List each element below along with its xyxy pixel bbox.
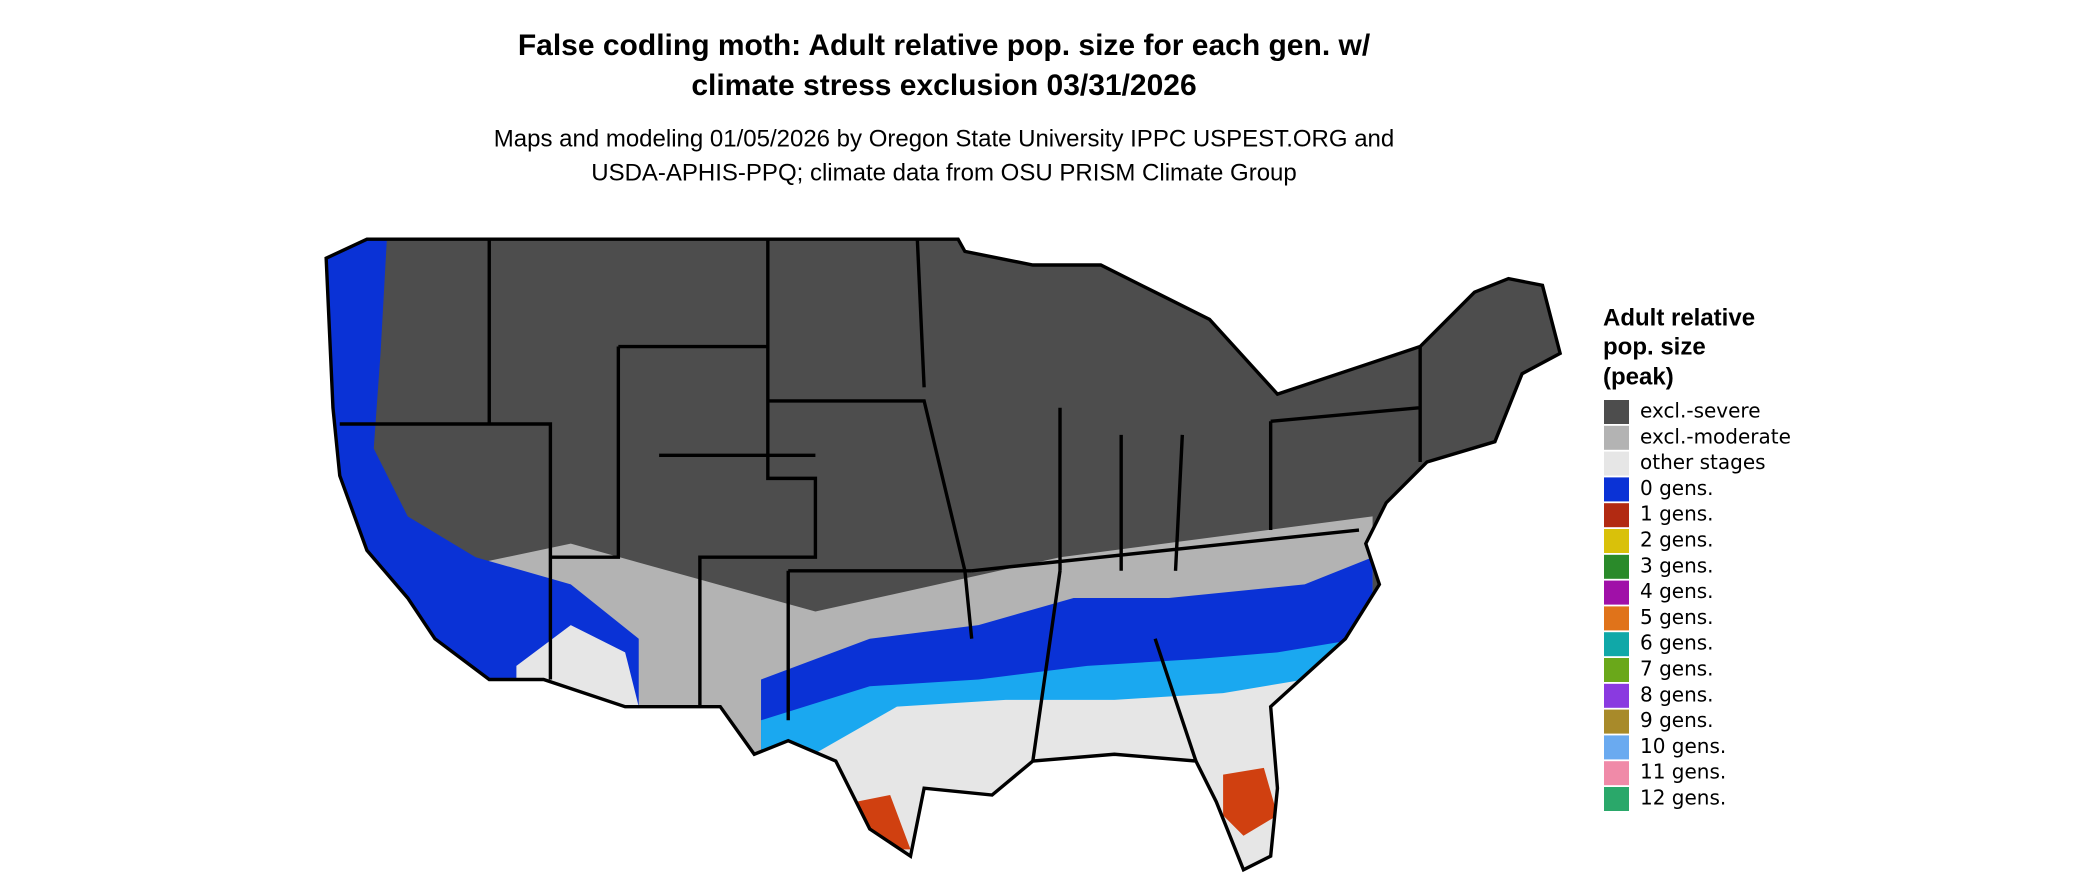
subtitle: USDA-APHIS-PPQ; climate data from OSU PR… xyxy=(591,159,1297,186)
legend-label: 10 gens. xyxy=(1640,734,1726,758)
legend-swatch xyxy=(1604,606,1629,631)
legend-swatch xyxy=(1604,554,1629,579)
legend-label: 6 gens. xyxy=(1640,631,1714,655)
legend-label: 11 gens. xyxy=(1640,760,1726,784)
legend-label: 3 gens. xyxy=(1640,553,1714,577)
legend-swatch xyxy=(1604,761,1629,786)
legend-label: 0 gens. xyxy=(1640,476,1714,500)
legend-label: excl.-severe xyxy=(1640,399,1761,423)
legend-swatch xyxy=(1604,425,1629,450)
legend-swatch xyxy=(1604,632,1629,657)
legend-label: excl.-moderate xyxy=(1640,424,1791,448)
legend-swatch xyxy=(1604,477,1629,502)
legend-label: 12 gens. xyxy=(1640,786,1726,810)
legend-title: pop. size xyxy=(1603,333,1706,360)
subtitle: Maps and modeling 01/05/2026 by Oregon S… xyxy=(494,125,1394,152)
map xyxy=(324,237,1563,873)
legend-title: Adult relative xyxy=(1603,304,1755,331)
legend-swatch xyxy=(1604,451,1629,476)
legend-swatch xyxy=(1604,709,1629,734)
legend-label: 7 gens. xyxy=(1640,657,1714,681)
legend-label: 2 gens. xyxy=(1640,528,1714,552)
legend-title: (peak) xyxy=(1603,363,1674,390)
legend-label: other stages xyxy=(1640,450,1766,474)
title: climate stress exclusion 03/31/2026 xyxy=(691,69,1196,102)
legend-label: 9 gens. xyxy=(1640,708,1714,732)
legend-label: 4 gens. xyxy=(1640,579,1714,603)
legend-swatch xyxy=(1604,787,1629,811)
map-fill xyxy=(326,239,1561,870)
legend-swatch xyxy=(1604,400,1629,424)
legend-swatch xyxy=(1604,580,1629,605)
legend-label: 5 gens. xyxy=(1640,605,1714,629)
legend-label: 1 gens. xyxy=(1640,502,1714,526)
legend-swatch xyxy=(1604,503,1629,528)
state-borders xyxy=(324,237,1563,873)
legend-swatch xyxy=(1604,658,1629,682)
legend-label: 8 gens. xyxy=(1640,682,1714,706)
legend-swatch xyxy=(1604,683,1629,708)
legend-swatch xyxy=(1604,529,1629,553)
title: False codling moth: Adult relative pop. … xyxy=(518,29,1371,62)
legend-swatch xyxy=(1604,735,1629,760)
